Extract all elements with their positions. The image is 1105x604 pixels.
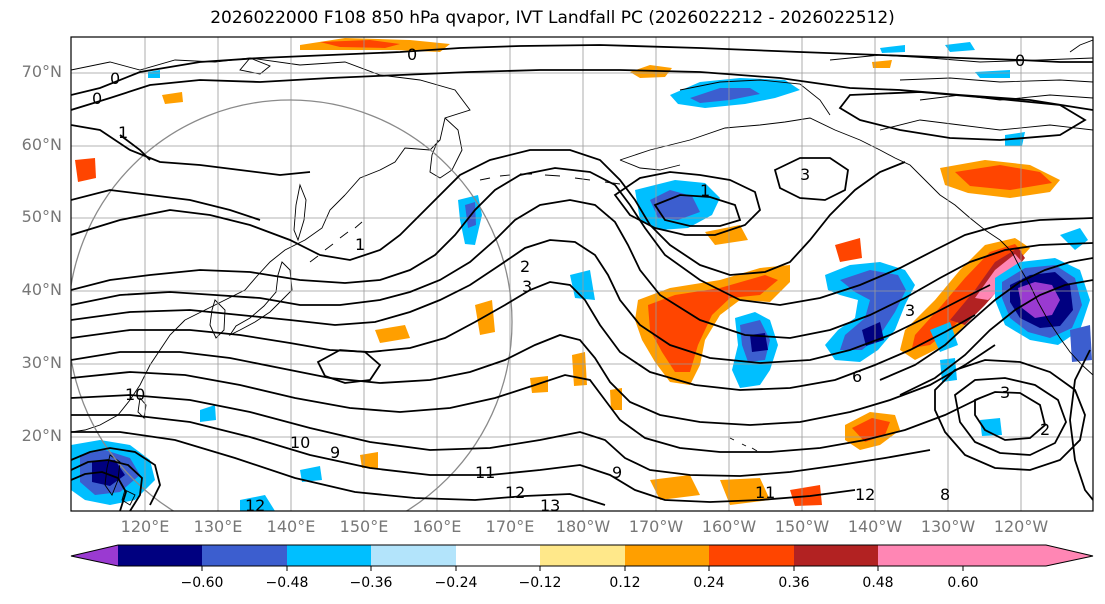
ivt-contours (71, 44, 1093, 511)
longitude-label: 160°W (701, 517, 757, 536)
colorbar-extend-high (963, 545, 1093, 566)
colorbar-segment (118, 545, 202, 566)
colorbar-tick-label: 0.12 (609, 575, 641, 591)
latitude-label: 50°N (21, 207, 62, 226)
contour-label: 9 (612, 463, 622, 482)
contour-label: 9 (330, 443, 340, 462)
graticule (71, 37, 1093, 511)
colorbar-segment (287, 545, 371, 566)
colorbar-segment (625, 545, 709, 566)
contour-label: 2 (520, 257, 530, 276)
longitude-label: 170°W (628, 517, 684, 536)
contour-label: 3 (1000, 383, 1010, 402)
colorbar-segment (709, 545, 794, 566)
colorbar-segment (878, 545, 963, 566)
contour-label: 12 (245, 496, 265, 515)
longitude-label: 140°W (847, 517, 903, 536)
longitude-label: 150°E (339, 517, 389, 536)
colorbar-segment (794, 545, 878, 566)
colorbar (70, 544, 1094, 571)
contour-labels: 0 0 0 0 1 1 1 2 3 3 3 6 9 9 10 11 11 12 … (92, 45, 1050, 515)
longitude-label: 170°E (485, 517, 535, 536)
contour-label: 10 (125, 385, 145, 404)
colorbar-extend-low (71, 545, 118, 566)
contour-label: 3 (522, 277, 532, 296)
contour-label: 0 (110, 69, 120, 88)
contour-label: 3 (905, 301, 915, 320)
colorbar-tick-label: −0.60 (180, 575, 224, 591)
latitude-label: 20°N (21, 426, 62, 445)
colorbar-tick-label: 0.48 (862, 575, 894, 591)
latitude-label: 70°N (21, 62, 62, 81)
contour-label: 2 (1040, 420, 1050, 439)
contour-label: 0 (407, 45, 417, 64)
longitude-label: 120°W (993, 517, 1049, 536)
contour-label: 12 (505, 483, 525, 502)
contour-label: 3 (800, 165, 810, 184)
colorbar-tick-label: 0.36 (778, 575, 810, 591)
longitude-label: 130°E (193, 517, 243, 536)
contour-label: 0 (1015, 51, 1025, 70)
colorbar-segment (456, 545, 540, 566)
contour-label: 11 (475, 463, 495, 482)
colorbar-tick-label: −0.24 (434, 575, 478, 591)
colorbar-outline (70, 544, 1094, 567)
colorbar-segment (371, 545, 456, 566)
contour-label: 1 (700, 181, 710, 200)
latitude-label: 60°N (21, 135, 62, 154)
figure-title: 2026022000 F108 850 hPa qvapor, IVT Land… (210, 8, 895, 28)
longitude-label: 180°W (555, 517, 611, 536)
landfall-region-circle (71, 99, 513, 511)
contour-label: 12 (855, 485, 875, 504)
contour-label: 6 (852, 367, 862, 386)
colorbar-tick-label: −0.12 (518, 575, 562, 591)
qvapor-anomaly-shading (71, 38, 1092, 511)
contour-label: 0 (92, 89, 102, 108)
latitude-label: 40°N (21, 280, 62, 299)
longitude-label: 140°E (266, 517, 316, 536)
longitude-label: 120°E (120, 517, 170, 536)
colorbar-segment (202, 545, 287, 566)
colorbar-segment (540, 545, 625, 566)
longitude-label: 150°W (774, 517, 830, 536)
colorbar-tick-label: 0.60 (947, 575, 979, 591)
colorbar-tick-label: −0.36 (349, 575, 393, 591)
longitude-label: 160°E (412, 517, 462, 536)
latitude-label: 30°N (21, 353, 62, 372)
colorbar-tick-label: −0.48 (265, 575, 309, 591)
contour-label: 10 (290, 433, 310, 452)
longitude-label: 130°W (920, 517, 976, 536)
contour-label: 13 (540, 496, 560, 515)
contour-label: 11 (755, 483, 775, 502)
contour-label: 1 (118, 123, 128, 142)
map-frame (70, 36, 1094, 512)
colorbar-tick-label: 0.24 (693, 575, 725, 591)
contour-label: 1 (355, 235, 365, 254)
contour-label: 8 (940, 485, 950, 504)
